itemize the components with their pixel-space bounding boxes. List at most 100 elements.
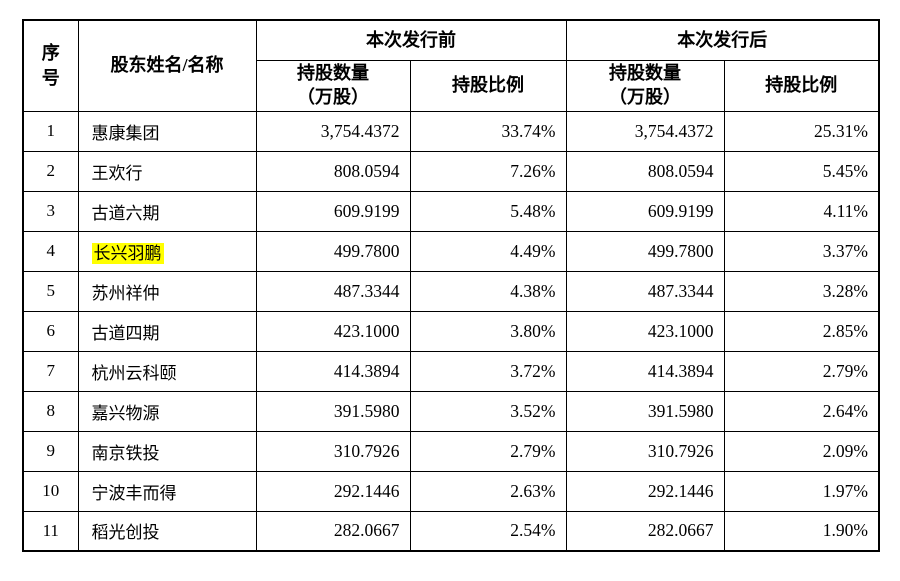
ratio-after: 1.97% <box>723 470 880 512</box>
header-ratio-after: 持股比例 <box>723 59 880 112</box>
shareholder-name-cell: 古道六期 <box>77 190 257 232</box>
ratio-after: 2.85% <box>723 310 880 352</box>
shares-before: 292.1446 <box>255 470 411 512</box>
header-ratio-before: 持股比例 <box>409 59 567 112</box>
shareholder-name-cell: 苏州祥仲 <box>77 270 257 312</box>
ratio-before: 2.63% <box>409 470 567 512</box>
shareholder-name-cell: 嘉兴物源 <box>77 390 257 432</box>
table-row: 2 王欢行 808.0594 7.26% 808.0594 5.45% <box>22 150 880 192</box>
row-index: 11 <box>22 510 79 552</box>
shareholder-name: 王欢行 <box>91 163 143 183</box>
shareholder-name-cell: 惠康集团 <box>77 110 257 152</box>
shareholder-name: 惠康集团 <box>91 123 160 143</box>
ratio-after: 1.90% <box>723 510 880 552</box>
shares-after: 609.9199 <box>565 190 725 232</box>
shares-after: 292.1446 <box>565 470 725 512</box>
ratio-before: 3.72% <box>409 350 567 392</box>
shareholder-name-cell: 长兴羽鹏 <box>77 230 257 272</box>
shareholder-name-cell: 杭州云科颐 <box>77 350 257 392</box>
shareholder-name-cell: 古道四期 <box>77 310 257 352</box>
shares-after: 282.0667 <box>565 510 725 552</box>
ratio-before: 4.49% <box>409 230 567 272</box>
ratio-after: 4.11% <box>723 190 880 232</box>
header-shares-after: 持股数量 （万股） <box>565 59 725 112</box>
row-index: 3 <box>22 190 79 232</box>
shares-before: 423.1000 <box>255 310 411 352</box>
shares-after: 423.1000 <box>565 310 725 352</box>
ratio-before: 3.80% <box>409 310 567 352</box>
table-row: 7 杭州云科颐 414.3894 3.72% 414.3894 2.79% <box>22 350 880 392</box>
header-serial-number: 序号 <box>22 19 79 112</box>
ratio-before: 2.54% <box>409 510 567 552</box>
ratio-before: 33.74% <box>409 110 567 152</box>
ratio-before: 2.79% <box>409 430 567 472</box>
ratio-after: 2.09% <box>723 430 880 472</box>
shares-before: 499.7800 <box>255 230 411 272</box>
shares-before: 282.0667 <box>255 510 411 552</box>
header-before-issuance: 本次发行前 <box>255 19 567 61</box>
shares-before: 487.3344 <box>255 270 411 312</box>
table-row: 6 古道四期 423.1000 3.80% 423.1000 2.85% <box>22 310 880 352</box>
table-row: 11 稻光创投 282.0667 2.54% 282.0667 1.90% <box>22 510 880 552</box>
shareholder-name: 苏州祥仲 <box>91 283 160 303</box>
row-index: 1 <box>22 110 79 152</box>
ratio-after: 5.45% <box>723 150 880 192</box>
shareholder-name: 稻光创投 <box>91 523 160 543</box>
shares-after: 414.3894 <box>565 350 725 392</box>
shareholder-name-cell: 宁波丰而得 <box>77 470 257 512</box>
shareholders-table: 序号 股东姓名/名称 本次发行前 本次发行后 持股数量 （万股） 持股比例 持股… <box>22 19 880 552</box>
header-serial-number-label: 序号 <box>41 43 60 88</box>
header-sub-row: 持股数量 （万股） 持股比例 持股数量 （万股） 持股比例 <box>23 59 880 112</box>
row-index: 6 <box>22 310 79 352</box>
ratio-before: 3.52% <box>409 390 567 432</box>
shareholder-name: 古道六期 <box>91 203 160 223</box>
shares-before: 310.7926 <box>255 430 411 472</box>
shares-after: 391.5980 <box>565 390 725 432</box>
ratio-before: 7.26% <box>409 150 567 192</box>
shareholder-name-cell: 王欢行 <box>77 150 257 192</box>
ratio-after: 2.64% <box>723 390 880 432</box>
shareholder-name: 宁波丰而得 <box>91 483 177 503</box>
highlighted-shareholder-name: 长兴羽鹏 <box>91 242 164 264</box>
shareholder-name: 杭州云科颐 <box>91 363 177 383</box>
table-row: 9 南京铁投 310.7926 2.79% 310.7926 2.09% <box>22 430 880 472</box>
table-row: 4 长兴羽鹏 499.7800 4.49% 499.7800 3.37% <box>22 230 880 272</box>
table-row: 10 宁波丰而得 292.1446 2.63% 292.1446 1.97% <box>22 470 880 512</box>
shareholder-name: 嘉兴物源 <box>91 403 160 423</box>
ratio-before: 4.38% <box>409 270 567 312</box>
shares-after: 3,754.4372 <box>565 110 725 152</box>
shares-before: 391.5980 <box>255 390 411 432</box>
ratio-after: 2.79% <box>723 350 880 392</box>
ratio-after: 3.37% <box>723 230 880 272</box>
row-index: 4 <box>22 230 79 272</box>
row-index: 9 <box>22 430 79 472</box>
header-group-row: 序号 股东姓名/名称 本次发行前 本次发行后 <box>22 19 880 112</box>
header-shares-before: 持股数量 （万股） <box>255 59 411 112</box>
row-index: 7 <box>22 350 79 392</box>
row-index: 10 <box>22 470 79 512</box>
shareholder-name: 南京铁投 <box>91 443 160 463</box>
shareholder-name: 古道四期 <box>91 323 160 343</box>
header-after-issuance: 本次发行后 <box>565 19 880 61</box>
table-row: 5 苏州祥仲 487.3344 4.38% 487.3344 3.28% <box>22 270 880 312</box>
shares-before: 609.9199 <box>255 190 411 232</box>
shareholder-name-cell: 南京铁投 <box>77 430 257 472</box>
ratio-before: 5.48% <box>409 190 567 232</box>
table-row: 1 惠康集团 3,754.4372 33.74% 3,754.4372 25.3… <box>22 110 880 152</box>
shares-before: 414.3894 <box>255 350 411 392</box>
shares-before: 808.0594 <box>255 150 411 192</box>
ratio-after: 25.31% <box>723 110 880 152</box>
shares-after: 487.3344 <box>565 270 725 312</box>
shares-before: 3,754.4372 <box>255 110 411 152</box>
row-index: 2 <box>22 150 79 192</box>
row-index: 8 <box>22 390 79 432</box>
shares-after: 808.0594 <box>565 150 725 192</box>
table-row: 8 嘉兴物源 391.5980 3.52% 391.5980 2.64% <box>22 390 880 432</box>
shareholder-name-cell: 稻光创投 <box>77 510 257 552</box>
shares-after: 499.7800 <box>565 230 725 272</box>
header-shareholder-name: 股东姓名/名称 <box>77 19 257 112</box>
row-index: 5 <box>22 270 79 312</box>
shares-after: 310.7926 <box>565 430 725 472</box>
table-row: 3 古道六期 609.9199 5.48% 609.9199 4.11% <box>22 190 880 232</box>
